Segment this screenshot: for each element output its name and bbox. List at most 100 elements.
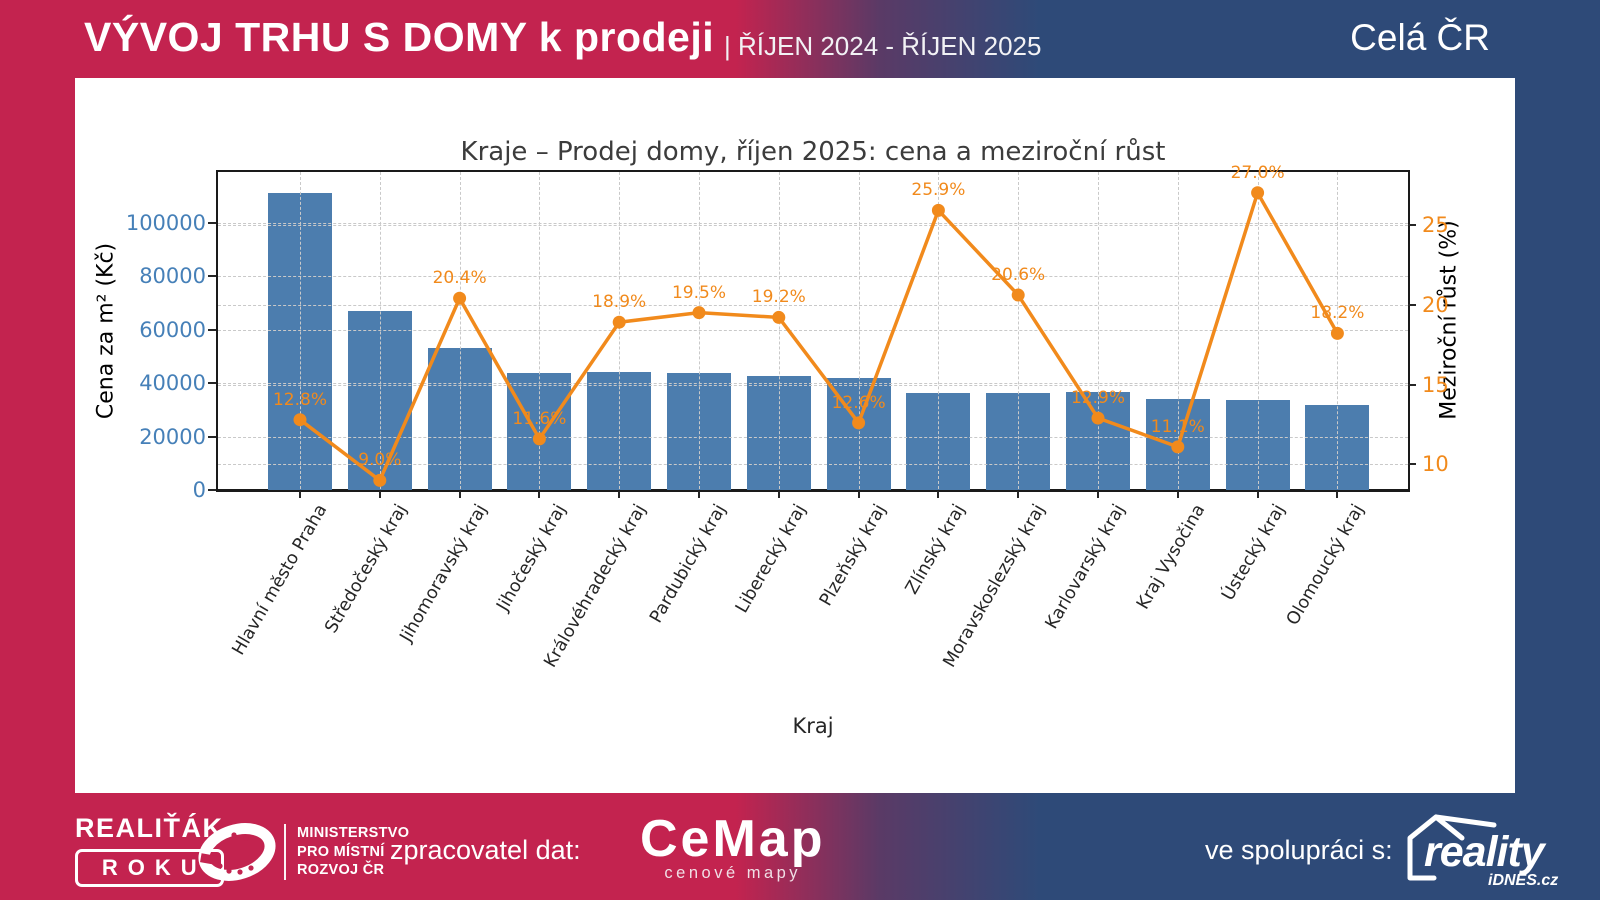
y-tick-mark-left bbox=[208, 221, 216, 224]
region-label: Celá ČR bbox=[1350, 17, 1490, 58]
x-tick-mark bbox=[937, 491, 940, 498]
y-tick-label-left: 40000 bbox=[139, 371, 206, 396]
ministry-text: MINISTERSTVO PRO MÍSTNÍ ROZVOJ ČR bbox=[297, 824, 409, 880]
growth-point-label-6: 19.2% bbox=[751, 287, 806, 308]
house-outline-icon bbox=[1407, 814, 1497, 881]
gridline-v bbox=[539, 172, 541, 489]
x-tick-mark bbox=[857, 491, 860, 498]
growth-line-series bbox=[293, 186, 1344, 487]
growth-point-label-13: 18.2% bbox=[1310, 303, 1365, 324]
growth-point-5 bbox=[692, 306, 706, 320]
gridline-h bbox=[218, 436, 1408, 438]
chart-title: Kraje – Prodej domy, říjen 2025: cena a … bbox=[460, 137, 1166, 167]
growth-point-label-0: 12.8% bbox=[272, 389, 328, 410]
ministry-line: MINISTERSTVO bbox=[297, 825, 410, 841]
y-tick-mark-right bbox=[1408, 383, 1416, 386]
gridline-h bbox=[218, 464, 1408, 466]
y-tick-mark-right bbox=[1408, 463, 1416, 466]
growth-point-9 bbox=[1011, 288, 1025, 302]
x-tick-mark bbox=[458, 491, 461, 498]
y-tick-label-left: 100000 bbox=[125, 210, 206, 235]
x-tick-mark bbox=[777, 491, 780, 498]
ministry-line: PRO MÍSTNÍ bbox=[297, 843, 385, 860]
gridline-h bbox=[218, 304, 1408, 306]
growth-point-label-5: 19.5% bbox=[671, 282, 727, 303]
y-tick-label-left: 20000 bbox=[139, 424, 206, 449]
gridline-h bbox=[218, 384, 1408, 386]
y-tick-mark-left bbox=[208, 382, 216, 385]
growth-point-label-3: 11.6% bbox=[512, 408, 567, 429]
gridline-v bbox=[1257, 172, 1259, 489]
growth-point-1 bbox=[373, 473, 387, 487]
y-tick-mark-right bbox=[1408, 303, 1416, 306]
growth-point-label-12: 27.0% bbox=[1230, 162, 1285, 183]
plot-area: 12.8% 9.0% 20.4% 11.6% 18.9% 19.5% 19.2% 12.6% 2… bbox=[216, 163, 1410, 492]
gridline-v bbox=[778, 172, 780, 489]
x-tick-mark bbox=[1017, 491, 1020, 498]
x-tick-mark bbox=[1097, 491, 1099, 498]
y-tick-label-right: 15 bbox=[1422, 372, 1449, 397]
y-tick-label-left: 60000 bbox=[139, 317, 206, 342]
growth-point-2 bbox=[453, 291, 467, 305]
footer-divider bbox=[284, 824, 286, 880]
cemap-wordmark: CeMap bbox=[640, 810, 826, 868]
growth-point-6 bbox=[772, 310, 786, 324]
growth-point-label-4: 18.9% bbox=[592, 292, 647, 313]
gridline-v bbox=[858, 172, 860, 489]
growth-point-10 bbox=[1091, 411, 1105, 425]
growth-point-label-1: 9.0% bbox=[358, 450, 402, 471]
growth-point-11 bbox=[1171, 440, 1185, 454]
page-subtitle-period: | ŘÍJEN 2024 - ŘÍJEN 2025 bbox=[724, 31, 1042, 61]
page-title: VÝVOJ TRHU S DOMY k prodeji bbox=[84, 14, 715, 60]
x-tick-mark bbox=[618, 491, 621, 498]
x-tick-mark bbox=[299, 491, 301, 498]
y-tick-mark-left bbox=[208, 275, 216, 278]
y-tick-label-right: 10 bbox=[1422, 452, 1449, 477]
x-tick-mark bbox=[1336, 491, 1339, 498]
gridline-h bbox=[218, 276, 1408, 278]
data-provider-label: zpracovatel dat: bbox=[390, 835, 581, 865]
growth-point-0 bbox=[293, 413, 307, 427]
reality-wordmark: reality bbox=[1424, 828, 1545, 876]
partner-label: ve spolupráci s: bbox=[1205, 835, 1393, 865]
y-tick-mark-left bbox=[208, 435, 216, 438]
growth-line bbox=[298, 188, 1339, 484]
growth-point-label-9: 20.6% bbox=[991, 265, 1046, 286]
growth-point-13 bbox=[1330, 326, 1344, 340]
growth-point-label-10: 12.9% bbox=[1070, 388, 1126, 409]
mmr-ministry-logo-icon bbox=[198, 823, 276, 881]
realitak-roku-logo: REALIŤÁK ROKU bbox=[75, 813, 224, 887]
y-tick-mark-left bbox=[208, 328, 216, 331]
x-tick-mark bbox=[378, 491, 381, 498]
gridline-v bbox=[379, 172, 381, 489]
gridline-v bbox=[1177, 172, 1179, 489]
growth-point-4 bbox=[612, 315, 626, 329]
growth-point-label-11: 11.1% bbox=[1150, 416, 1205, 437]
cemap-logo: CeMap cenové mapy bbox=[640, 812, 825, 883]
gridline-v bbox=[619, 172, 621, 489]
gridline-v bbox=[699, 172, 700, 489]
gridline-h bbox=[218, 383, 1408, 385]
gridline-v bbox=[938, 172, 940, 489]
growth-point-12 bbox=[1251, 186, 1265, 200]
gridline-v bbox=[300, 172, 301, 489]
growth-point-label-8: 25.9% bbox=[911, 180, 966, 201]
reality-idnes-logo: reality iDNES.cz bbox=[1398, 810, 1583, 895]
x-tick-mark bbox=[1256, 491, 1259, 498]
ministry-line: ROZVOJ ČR bbox=[297, 862, 385, 878]
x-tick-mark bbox=[538, 491, 541, 498]
gridline-h bbox=[218, 224, 1408, 226]
y-tick-label-left: 80000 bbox=[139, 264, 206, 289]
realitak-label: REALIŤÁK bbox=[75, 813, 224, 843]
gridline-h bbox=[218, 329, 1408, 331]
x-tick-mark bbox=[1176, 491, 1179, 498]
growth-point-7 bbox=[852, 416, 866, 430]
growth-point-label-7: 12.6% bbox=[831, 392, 886, 413]
gridline-h bbox=[218, 222, 1408, 224]
y-tick-mark-right bbox=[1408, 223, 1416, 226]
growth-point-3 bbox=[532, 432, 546, 446]
cemap-tagline: cenové mapy bbox=[664, 864, 802, 882]
idnes-wordmark: iDNES.cz bbox=[1488, 872, 1559, 889]
y-tick-label-right: 25 bbox=[1422, 212, 1449, 237]
